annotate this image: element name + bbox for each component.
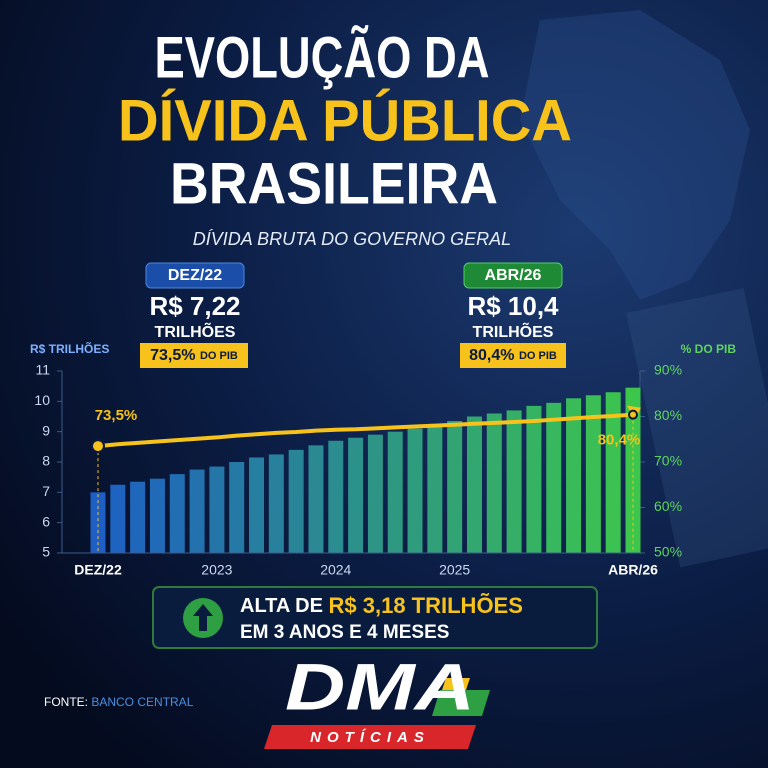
- summary-headline: ALTA DE R$ 3,18 TRILHÕES: [240, 593, 523, 618]
- bar: [526, 405, 542, 553]
- logo-tagline: NOTÍCIAS: [310, 729, 430, 746]
- logo-band: [264, 725, 476, 749]
- date-pill: [463, 262, 563, 289]
- bar: [308, 445, 324, 553]
- summary-box: ALTA DE R$ 3,18 TRILHÕES EM 3 ANOS E 4 M…: [152, 586, 598, 649]
- bar: [506, 410, 522, 553]
- bar: [367, 434, 383, 553]
- logo-name: DMA: [285, 649, 475, 723]
- value-label: 73,5%: [95, 407, 138, 424]
- bar: [90, 492, 106, 553]
- pib-value: 80,4%: [469, 347, 514, 364]
- callout-amount: R$ 7,22: [149, 291, 240, 321]
- bar: [288, 449, 304, 553]
- pib-text: 80,4% DO PIB: [469, 347, 557, 364]
- bar: [149, 478, 165, 553]
- bar: [189, 469, 205, 553]
- bar: [387, 431, 403, 553]
- x-tick-label: 2025: [439, 562, 470, 578]
- x-tick-label: 2023: [201, 562, 232, 578]
- y-tick-label: 5: [42, 544, 50, 560]
- callout-unit: TRILHÕES: [155, 321, 236, 341]
- subtitle: DÍVIDA BRUTA DO GOVERNO GERAL: [193, 229, 511, 249]
- bar: [348, 437, 364, 553]
- y2-axis-title: % DO PIB: [681, 342, 737, 356]
- callout-amount: R$ 10,4: [467, 291, 559, 321]
- title-line: DÍVIDA PÚBLICA: [118, 88, 572, 153]
- callout: DEZ/22 R$ 7,22 TRILHÕES 73,5% DO PIB: [140, 262, 248, 368]
- bar: [447, 421, 463, 553]
- y2-tick-label: 60%: [654, 498, 682, 514]
- bar: [605, 392, 621, 553]
- pib-box: [460, 343, 566, 368]
- date-pill: [145, 262, 245, 289]
- bar: [546, 402, 562, 553]
- title-line: BRASILEIRA: [170, 151, 498, 216]
- y2-tick-label: 90%: [654, 362, 682, 378]
- callout-unit: TRILHÕES: [473, 321, 554, 341]
- title-line: EVOLUÇÃO DA: [155, 25, 490, 90]
- line: [97, 412, 634, 449]
- callout-date: ABR/26: [485, 267, 542, 284]
- callout: ABR/26 R$ 10,4 TRILHÕES 80,4% DO PIB: [460, 262, 566, 368]
- y2-tick-label: 50%: [654, 544, 682, 560]
- bar: [427, 425, 443, 553]
- bar: [268, 454, 284, 553]
- plot: 5 6 7 8 9 10 11 50% 60% 70% 80% 90% 73,5% 80,4% DEZ/22…: [34, 362, 682, 578]
- x-tick-label: ABR/26: [608, 562, 658, 578]
- x-tick-label: 2024: [320, 562, 351, 578]
- y-tick-label: 11: [35, 362, 50, 378]
- x-tick-label: DEZ/22: [74, 562, 122, 578]
- y-tick-label: 6: [42, 513, 50, 529]
- y-tick-label: 7: [42, 483, 50, 499]
- map-decoration: [520, 10, 750, 300]
- bar: [169, 474, 185, 553]
- logo: DMA NOTÍCIAS: [264, 649, 490, 749]
- bar: [486, 413, 502, 553]
- bar: [229, 462, 245, 553]
- summary-prefix: ALTA DE: [240, 595, 323, 617]
- bar: [466, 416, 482, 553]
- pib-value: 73,5%: [150, 347, 195, 364]
- logo-stripe: [442, 678, 470, 690]
- bar: [130, 481, 146, 553]
- callout-date: DEZ/22: [168, 267, 222, 284]
- bar: [328, 440, 344, 553]
- line-marker: [628, 409, 638, 420]
- pib-suffix: DO PIB: [200, 350, 238, 362]
- logo-stripe: [432, 690, 490, 716]
- y-tick-label: 10: [34, 392, 50, 408]
- bar: [209, 466, 225, 553]
- source: FONTE: BANCO CENTRAL: [44, 695, 194, 709]
- bar: [249, 457, 265, 553]
- pib-suffix: DO PIB: [519, 350, 557, 362]
- summary-period: EM 3 ANOS E 4 MESES: [240, 622, 449, 643]
- bar: [110, 484, 126, 553]
- y-axis-title: R$ TRILHÕES: [30, 341, 109, 356]
- up-arrow: [193, 604, 213, 631]
- pib-text: 73,5% DO PIB: [150, 347, 238, 364]
- y-tick-label: 8: [42, 453, 50, 469]
- bar: [585, 395, 601, 553]
- value-label: 80,4%: [598, 432, 641, 449]
- y-tick-label: 9: [42, 422, 50, 438]
- y2-tick-label: 80%: [654, 407, 682, 423]
- bar: [407, 428, 423, 553]
- bar: [566, 398, 582, 553]
- source-label: FONTE:: [44, 695, 88, 709]
- summary-amount: R$ 3,18 TRILHÕES: [329, 593, 523, 618]
- summary-frame: [152, 586, 598, 649]
- pib-box: [140, 343, 248, 368]
- banknote-decoration: [626, 288, 768, 568]
- y2-tick-label: 70%: [654, 453, 682, 469]
- line-marker: [91, 439, 105, 454]
- source-name: BANCO CENTRAL: [91, 695, 193, 709]
